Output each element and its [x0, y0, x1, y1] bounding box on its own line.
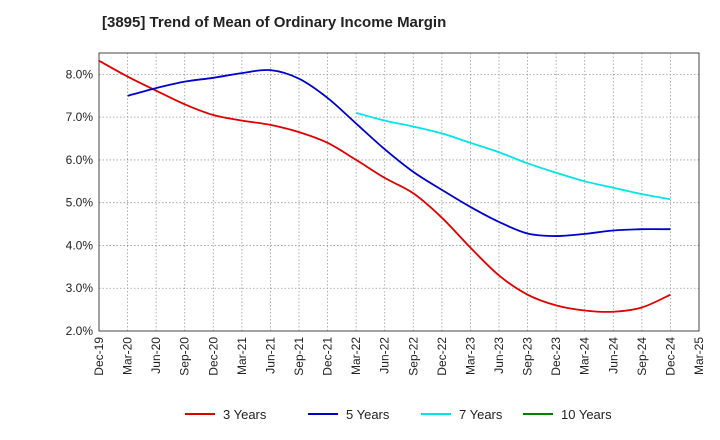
x-tick-label: Mar-25: [692, 337, 706, 375]
x-tick-label: Sep-20: [178, 337, 192, 376]
x-tick-label: Dec-19: [92, 337, 106, 376]
x-tick-label: Sep-23: [521, 337, 535, 376]
y-tick-label: 6.0%: [66, 153, 94, 167]
x-tick-label: Dec-23: [549, 337, 563, 376]
legend-label-3-years: 3 Years: [223, 407, 267, 422]
x-tick-label: Sep-24: [635, 337, 649, 376]
chart-title: [3895] Trend of Mean of Ordinary Income …: [102, 14, 447, 31]
x-tick-label: Dec-21: [321, 337, 335, 376]
x-tick-label: Jun-22: [378, 337, 392, 374]
legend-label-5-years: 5 Years: [346, 407, 390, 422]
y-tick-label: 3.0%: [66, 281, 94, 295]
x-tick-label: Jun-23: [492, 337, 506, 374]
legend-label-7-years: 7 Years: [459, 407, 503, 422]
x-tick-label: Mar-24: [578, 337, 592, 375]
y-tick-label: 2.0%: [66, 324, 94, 338]
plot-border: [98, 52, 700, 332]
series-line-5-years: [127, 69, 671, 237]
y-tick-label: 5.0%: [66, 196, 94, 210]
y-tick-label: 7.0%: [66, 110, 94, 124]
x-tick-label: Mar-21: [235, 337, 249, 375]
x-tick-label: Sep-22: [406, 337, 420, 376]
plot-area: [99, 53, 699, 331]
x-tick-label: Dec-20: [206, 337, 220, 376]
x-tick-label: Mar-22: [349, 337, 363, 375]
x-tick-label: Jun-21: [263, 337, 277, 374]
series-line-7-years: [355, 112, 671, 201]
x-tick-label: Sep-21: [292, 337, 306, 376]
series-line-3-years: [98, 59, 671, 313]
x-tick-label: Jun-20: [149, 337, 163, 374]
legend-label-10-years: 10 Years: [561, 407, 612, 422]
y-tick-label: 8.0%: [66, 67, 94, 81]
x-tick-label: Dec-22: [435, 337, 449, 376]
x-tick-label: Jun-24: [606, 337, 620, 374]
x-tick-label: Dec-24: [663, 337, 677, 376]
y-tick-label: 4.0%: [66, 238, 94, 252]
x-tick-label: Mar-23: [463, 337, 477, 375]
x-tick-label: Mar-20: [121, 337, 135, 375]
